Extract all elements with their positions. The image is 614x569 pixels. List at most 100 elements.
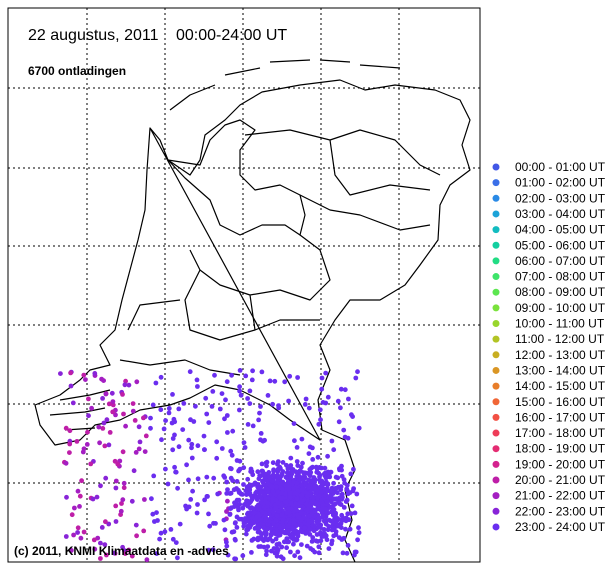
discharge (81, 446, 87, 452)
discharge (307, 532, 313, 537)
discharge (290, 467, 296, 472)
legend-swatch (492, 273, 500, 281)
discharge (341, 535, 347, 541)
discharge (121, 480, 127, 486)
discharge (323, 479, 329, 485)
discharge (173, 540, 179, 545)
discharge (225, 498, 230, 504)
discharge (288, 500, 294, 506)
discharge (103, 475, 109, 481)
discharge (236, 497, 242, 503)
discharge (333, 510, 338, 516)
discharge (84, 442, 90, 447)
discharge (113, 478, 119, 484)
discharge (169, 420, 175, 426)
discharge (287, 373, 293, 379)
discharge (273, 497, 279, 503)
legend-label: 16:00 - 17:00 UT (515, 410, 606, 424)
discharge (340, 550, 346, 556)
discharge (189, 445, 194, 451)
legend-label: 10:00 - 11:00 UT (515, 317, 605, 331)
discharge (306, 520, 312, 525)
discharge (224, 509, 229, 514)
discharge (89, 405, 94, 411)
discharge (243, 488, 249, 494)
discharge (102, 542, 108, 547)
discharge (292, 438, 297, 444)
discharge (113, 485, 119, 491)
count: 6700 ontladingen (28, 64, 126, 78)
discharge (280, 517, 286, 523)
discharge (67, 441, 73, 447)
map (34, 59, 471, 562)
discharge (78, 535, 84, 541)
legend-label: 11:00 - 12:00 UT (515, 332, 605, 346)
discharge (186, 437, 192, 443)
discharge (270, 460, 276, 466)
provinces (119, 129, 441, 376)
discharge (236, 468, 242, 474)
discharge (229, 452, 235, 458)
discharge (336, 535, 342, 540)
discharge (300, 486, 305, 492)
discharge (270, 509, 276, 515)
discharge (256, 417, 261, 423)
discharge (224, 379, 230, 385)
discharge (247, 487, 253, 492)
discharge (210, 389, 216, 394)
discharge (319, 375, 325, 381)
discharge (110, 399, 116, 404)
discharge (106, 442, 112, 448)
discharge (262, 482, 268, 488)
discharge (309, 539, 315, 544)
discharge (64, 494, 69, 500)
discharge (342, 480, 347, 486)
discharge (282, 379, 288, 385)
discharge (104, 417, 110, 423)
discharge (237, 407, 242, 413)
discharge (347, 490, 353, 495)
discharge (227, 512, 233, 517)
discharge (141, 528, 147, 534)
legend-swatch (492, 398, 500, 406)
discharge (298, 517, 304, 523)
discharge (92, 546, 98, 552)
discharge (288, 549, 293, 555)
discharge (228, 448, 234, 454)
discharge (224, 543, 230, 549)
discharge (222, 527, 228, 533)
discharge (293, 501, 298, 507)
discharge (245, 396, 251, 401)
discharge (319, 510, 325, 515)
discharge (132, 418, 138, 423)
discharge (74, 439, 80, 444)
discharge (355, 537, 360, 543)
discharge (338, 521, 344, 526)
discharge (68, 383, 74, 389)
discharge (244, 498, 249, 504)
discharge (306, 451, 312, 456)
discharge (278, 554, 284, 560)
discharge (310, 522, 316, 528)
discharge (144, 557, 150, 562)
discharge (67, 450, 72, 455)
map-frame (7, 7, 481, 563)
discharge (243, 531, 249, 537)
discharge (282, 491, 288, 497)
legend-swatch (492, 210, 500, 218)
discharge (259, 369, 265, 375)
legend-label: 09:00 - 10:00 UT (515, 301, 606, 315)
discharge (249, 505, 255, 511)
discharge (77, 504, 82, 509)
discharge (219, 391, 225, 396)
discharge (272, 502, 278, 508)
discharge (286, 506, 291, 512)
discharge (122, 551, 128, 556)
discharge (207, 523, 213, 529)
discharge (121, 485, 127, 491)
discharge (67, 428, 73, 434)
discharge (237, 458, 243, 464)
discharge (175, 555, 180, 561)
legend-label: 03:00 - 04:00 UT (515, 207, 606, 221)
